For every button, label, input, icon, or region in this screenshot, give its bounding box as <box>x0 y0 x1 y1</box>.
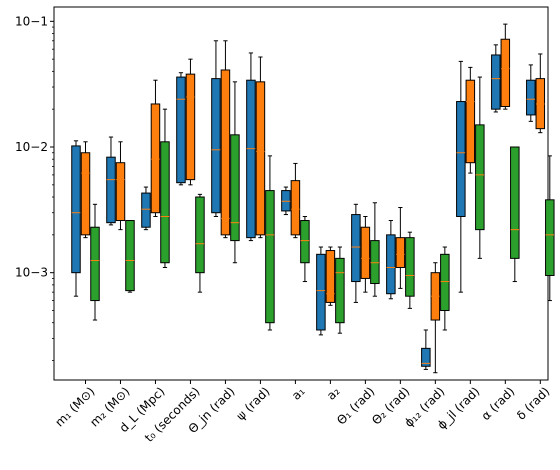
box <box>456 101 466 217</box>
box <box>300 220 310 264</box>
box <box>475 124 485 231</box>
box <box>265 190 275 324</box>
box <box>360 226 371 279</box>
x-tick-label: Θ₁ (rad) <box>334 384 377 427</box>
box <box>421 347 431 367</box>
box <box>290 180 301 236</box>
box <box>106 156 116 224</box>
box <box>395 237 406 268</box>
box <box>125 220 135 292</box>
box <box>510 146 520 259</box>
box <box>230 134 240 242</box>
box <box>80 152 91 236</box>
box <box>246 79 256 239</box>
x-tick-label: ψ (rad) <box>234 384 273 423</box>
box <box>335 257 345 324</box>
x-tick-label: α (rad) <box>479 384 518 423</box>
box <box>211 78 221 214</box>
box <box>526 79 536 116</box>
box <box>545 199 555 276</box>
box <box>405 237 415 297</box>
y-tick-label: 10−2 <box>15 140 48 154</box>
box <box>176 76 186 184</box>
box <box>220 69 231 236</box>
box <box>255 81 266 236</box>
box <box>141 192 151 228</box>
box <box>115 162 126 222</box>
box <box>491 54 501 110</box>
box <box>195 196 205 274</box>
box <box>160 141 170 264</box>
x-tick-label: a₁ <box>289 384 308 403</box>
box <box>185 73 196 181</box>
box <box>281 190 291 212</box>
box <box>465 79 476 164</box>
box <box>150 103 161 214</box>
y-tick-label: 10−1 <box>15 14 48 28</box>
x-tick-label: a₂ <box>324 384 343 403</box>
box <box>325 250 336 303</box>
box <box>90 226 100 302</box>
box <box>71 145 81 274</box>
box <box>316 253 326 331</box>
x-tick-label: δ (rad) <box>514 384 552 422</box>
box <box>351 214 361 283</box>
box <box>370 240 380 285</box>
box <box>440 253 450 312</box>
box <box>386 234 396 295</box>
plot-frame <box>53 6 549 381</box>
y-tick-label: 10−3 <box>15 266 48 280</box>
box <box>500 38 511 108</box>
